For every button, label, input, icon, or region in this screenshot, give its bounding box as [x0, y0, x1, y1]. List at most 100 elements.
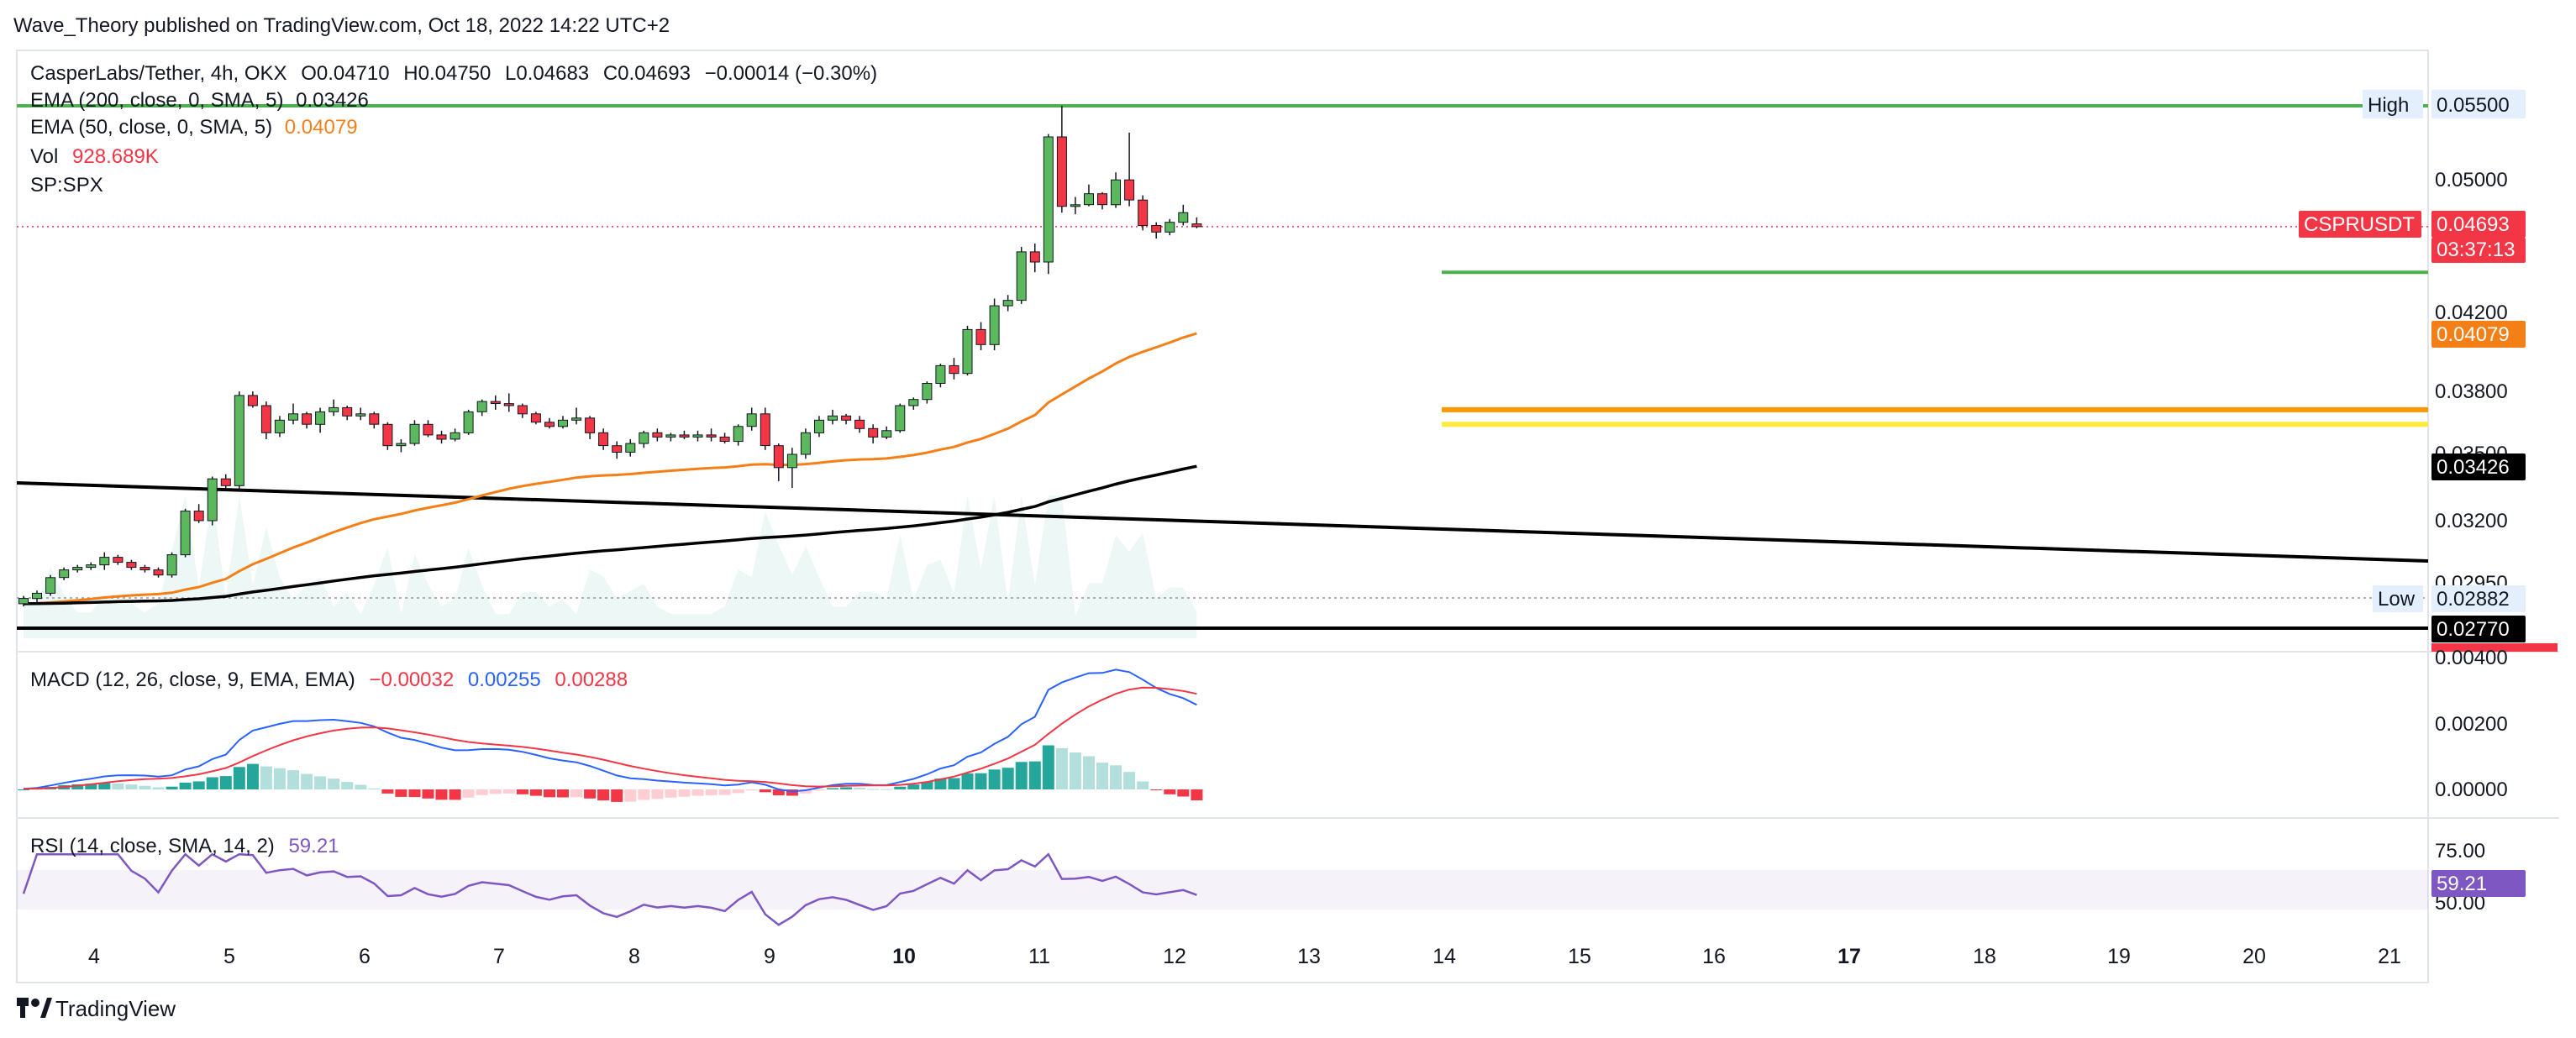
candle[interactable] — [1016, 246, 1027, 304]
candle[interactable] — [989, 298, 1000, 351]
candle[interactable] — [503, 393, 514, 412]
rsi-line[interactable] — [22, 852, 1197, 926]
candle[interactable] — [760, 407, 770, 450]
candle[interactable] — [18, 595, 29, 607]
macd-line[interactable] — [23, 668, 1197, 793]
candle[interactable] — [369, 412, 380, 429]
candle[interactable] — [288, 403, 298, 425]
candle[interactable] — [1056, 106, 1067, 213]
candle[interactable] — [1178, 204, 1189, 226]
candle[interactable] — [59, 567, 70, 580]
legend-volume[interactable]: Vol 928.689K — [30, 145, 159, 168]
candle[interactable] — [302, 412, 313, 429]
candle[interactable] — [1124, 132, 1135, 207]
candle[interactable] — [530, 412, 541, 425]
candle[interactable] — [585, 416, 596, 439]
candle[interactable] — [1002, 295, 1013, 312]
candle[interactable] — [436, 430, 447, 444]
candle[interactable] — [854, 416, 865, 433]
candle[interactable] — [463, 409, 474, 435]
candle[interactable] — [746, 407, 757, 431]
ema50-line[interactable] — [23, 332, 1197, 606]
candle[interactable] — [814, 416, 824, 438]
candle[interactable] — [895, 403, 906, 433]
candle[interactable] — [72, 564, 83, 573]
candle[interactable] — [639, 430, 649, 448]
candle[interactable] — [490, 395, 501, 410]
candle[interactable] — [1191, 217, 1202, 228]
legend-ema50[interactable]: EMA (50, close, 0, SMA, 5) 0.04079 — [30, 116, 358, 139]
candle[interactable] — [800, 428, 811, 459]
candle[interactable] — [99, 552, 110, 570]
candle[interactable] — [786, 448, 797, 488]
candle[interactable] — [1097, 191, 1107, 210]
candle[interactable] — [828, 409, 838, 425]
candle[interactable] — [382, 422, 393, 450]
candle[interactable] — [935, 364, 946, 388]
ema200-line[interactable] — [23, 464, 1197, 606]
candle[interactable] — [32, 590, 42, 604]
candle[interactable] — [315, 407, 326, 433]
candle[interactable] — [180, 508, 191, 558]
candle[interactable] — [558, 416, 568, 429]
candle[interactable] — [126, 559, 137, 570]
candle[interactable] — [517, 403, 528, 418]
legend-spx[interactable]: SP:SPX — [30, 174, 103, 197]
candle[interactable] — [45, 574, 56, 596]
candle[interactable] — [598, 428, 609, 450]
candle[interactable] — [612, 441, 623, 459]
legend-ema200[interactable]: EMA (200, close, 0, SMA, 5) 0.03426 — [30, 89, 369, 112]
candle[interactable] — [423, 420, 434, 438]
candle[interactable] — [1151, 222, 1162, 239]
macd-legend[interactable]: MACD (12, 26, close, 9, EMA, EMA) −0.000… — [30, 668, 628, 691]
candle[interactable] — [274, 416, 285, 438]
candle[interactable] — [355, 407, 366, 421]
candle[interactable] — [733, 424, 744, 446]
candle[interactable] — [342, 406, 353, 421]
candle[interactable] — [86, 562, 97, 570]
candle[interactable] — [1111, 172, 1121, 208]
candle[interactable] — [329, 399, 339, 417]
candle[interactable] — [1029, 244, 1040, 273]
candle[interactable] — [881, 426, 892, 439]
candle[interactable] — [706, 428, 717, 442]
candle[interactable] — [544, 417, 555, 429]
candle[interactable] — [409, 420, 420, 446]
candle[interactable] — [679, 430, 690, 439]
candle[interactable] — [719, 432, 730, 444]
candle[interactable] — [476, 399, 487, 417]
candle[interactable] — [1084, 184, 1094, 207]
candle[interactable] — [625, 438, 636, 457]
candle[interactable] — [665, 432, 676, 442]
candle[interactable] — [153, 567, 164, 578]
candle[interactable] — [975, 322, 986, 351]
candle[interactable] — [571, 407, 582, 425]
candle[interactable] — [234, 391, 244, 490]
candle[interactable] — [166, 552, 177, 578]
candle[interactable] — [1164, 218, 1175, 236]
candle[interactable] — [949, 358, 959, 380]
candle[interactable] — [220, 474, 231, 488]
candle[interactable] — [841, 413, 852, 425]
candle[interactable] — [652, 428, 663, 442]
candle[interactable] — [207, 476, 218, 526]
candle[interactable] — [1138, 195, 1149, 231]
candle[interactable] — [113, 554, 124, 565]
candle[interactable] — [260, 401, 271, 439]
candle[interactable] — [193, 504, 204, 523]
candle[interactable] — [908, 397, 919, 410]
candle[interactable] — [773, 443, 784, 481]
candle[interactable] — [1043, 134, 1054, 275]
candle[interactable] — [139, 564, 150, 573]
candle[interactable] — [1070, 197, 1080, 215]
candle[interactable] — [922, 381, 933, 404]
rsi-legend[interactable]: RSI (14, close, SMA, 14, 2) 59.21 — [30, 835, 339, 857]
candle[interactable] — [962, 325, 973, 376]
candle[interactable] — [247, 391, 258, 408]
candle[interactable] — [449, 428, 460, 442]
trendline-black[interactable] — [16, 481, 2429, 563]
macd-signal-line[interactable] — [23, 686, 1197, 790]
candle[interactable] — [868, 424, 879, 444]
candle[interactable] — [396, 438, 407, 453]
